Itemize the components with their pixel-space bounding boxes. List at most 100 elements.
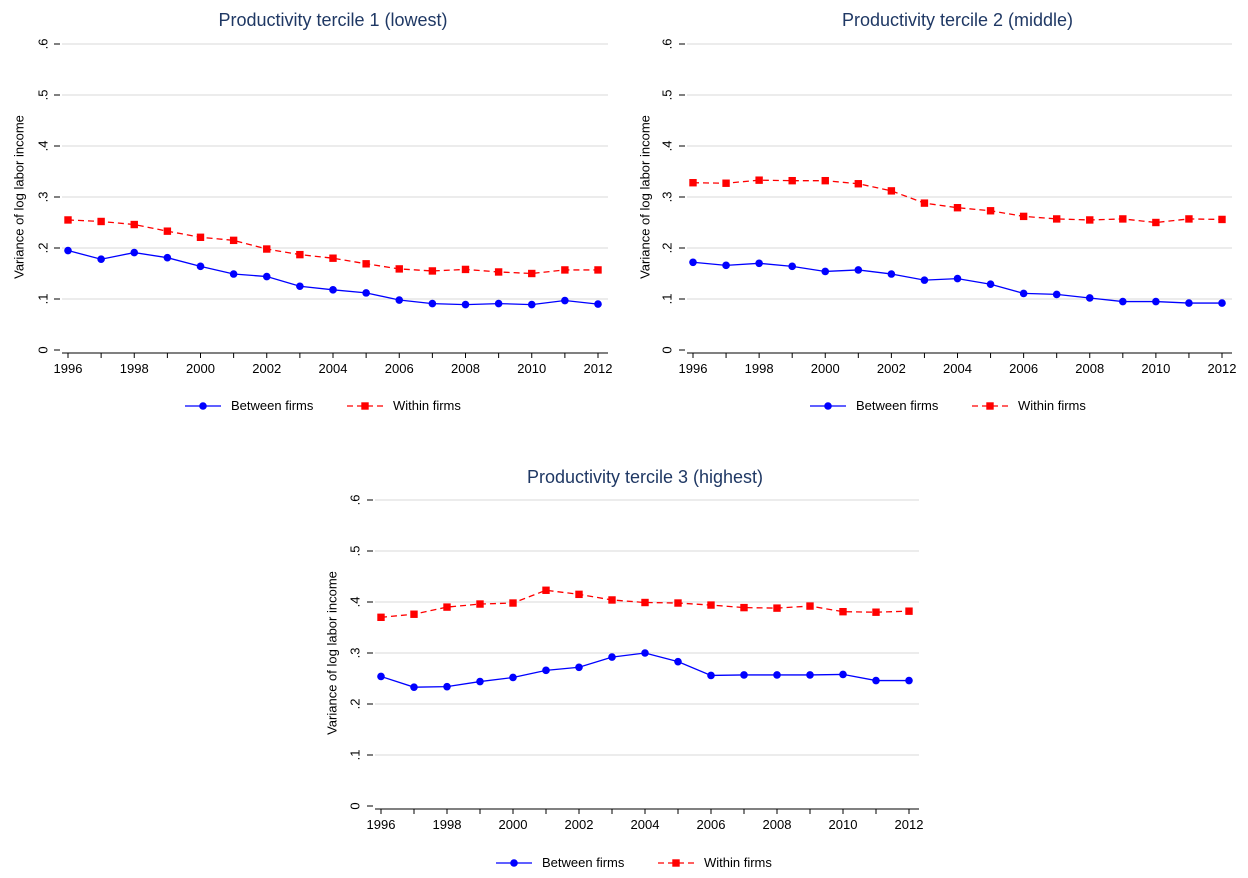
x-tick-label: 2006 — [385, 361, 414, 376]
data-point — [594, 300, 602, 308]
x-tick-label: 2008 — [1075, 361, 1104, 376]
x-tick-label: 2002 — [565, 817, 594, 832]
data-point — [263, 245, 271, 253]
x-tick-label: 1996 — [679, 361, 708, 376]
data-point — [196, 233, 205, 241]
data-point — [296, 250, 304, 259]
y-tick-label: .1 — [659, 294, 674, 305]
series-line — [67, 219, 598, 275]
data-point — [395, 296, 404, 304]
data-point — [872, 676, 880, 685]
legend-label: Between firms — [542, 855, 625, 870]
data-point — [641, 598, 649, 607]
data-point — [509, 673, 517, 682]
x-tick-label: 2004 — [943, 361, 972, 376]
data-point — [542, 666, 550, 675]
data-point — [854, 180, 863, 188]
legend-item: Within firms — [658, 855, 772, 870]
data-point — [1119, 297, 1127, 306]
y-tick-label: .6 — [347, 495, 362, 506]
y-tick-label: .2 — [347, 699, 362, 710]
data-point — [362, 289, 370, 297]
data-point — [494, 299, 503, 308]
y-tick-label: .6 — [659, 39, 674, 50]
data-point — [839, 607, 847, 616]
x-tick-label: 1998 — [433, 817, 462, 832]
data-point — [806, 602, 814, 610]
data-point — [641, 649, 649, 657]
panel-tercile-3: Productivity tercile 3 (highest) Varianc… — [324, 467, 923, 870]
y-axis-label: Variance of log labor income — [637, 115, 652, 279]
legend-marker — [986, 402, 994, 410]
data-point — [196, 262, 205, 271]
data-point — [608, 653, 616, 661]
series-line — [380, 589, 910, 618]
data-point — [1218, 299, 1226, 307]
data-point — [428, 267, 437, 275]
data-point — [689, 179, 697, 187]
data-point — [854, 266, 863, 274]
panel-title: Productivity tercile 3 (highest) — [527, 467, 763, 487]
data-point — [773, 604, 781, 612]
data-point — [1052, 215, 1061, 223]
x-tick-label: 2002 — [252, 361, 281, 376]
y-tick-label: .3 — [347, 648, 362, 659]
legend-item: Between firms — [810, 398, 939, 413]
data-point — [740, 603, 748, 612]
data-point — [674, 657, 682, 666]
series-line — [692, 261, 1222, 304]
x-tick-label: 1998 — [745, 361, 774, 376]
data-point — [329, 254, 337, 262]
x-tick-label: 1996 — [54, 361, 83, 376]
legend-label: Within firms — [704, 855, 772, 870]
data-point — [509, 599, 517, 607]
data-point — [740, 671, 748, 679]
panel-title: Productivity tercile 2 (middle) — [842, 10, 1073, 30]
x-tick-label: 2004 — [631, 817, 660, 832]
x-tick-label: 2010 — [829, 817, 858, 832]
data-point — [163, 253, 172, 262]
legend-label: Between firms — [856, 398, 939, 413]
legend: Between firms Within firms — [810, 398, 1086, 413]
data-point — [872, 608, 880, 616]
data-point — [97, 255, 105, 264]
data-point — [443, 682, 451, 691]
legend-item: Between firms — [496, 855, 625, 870]
data-point — [461, 265, 470, 274]
data-point — [1152, 297, 1160, 306]
data-point — [163, 227, 172, 235]
data-point — [905, 676, 913, 685]
data-point — [262, 272, 271, 281]
data-point — [821, 267, 830, 276]
data-point — [461, 300, 470, 309]
data-point — [377, 672, 385, 681]
y-tick-label: .3 — [35, 192, 50, 203]
data-point — [377, 613, 385, 621]
data-point — [887, 187, 896, 195]
panel-tercile-1: Productivity tercile 1 (lowest) Variance… — [11, 10, 612, 413]
data-point — [1185, 299, 1193, 307]
data-point — [64, 246, 72, 255]
x-tick-label: 1998 — [120, 361, 149, 376]
data-point — [788, 176, 796, 185]
data-point — [476, 600, 484, 608]
data-point — [722, 261, 730, 270]
y-tick-label: .4 — [35, 141, 50, 152]
data-point — [1086, 216, 1094, 224]
data-point — [561, 266, 569, 274]
legend-label: Between firms — [231, 398, 314, 413]
data-point — [953, 204, 962, 212]
y-tick-label: .1 — [347, 750, 362, 761]
data-point — [1218, 215, 1226, 224]
data-point — [920, 276, 929, 284]
legend-marker — [361, 402, 369, 410]
data-point — [410, 610, 418, 618]
legend: Between firms Within firms — [496, 855, 772, 870]
data-point — [130, 220, 138, 229]
data-point — [839, 670, 847, 679]
data-point — [130, 248, 139, 257]
data-point — [362, 260, 370, 268]
data-point — [1119, 215, 1127, 223]
y-tick-label: .1 — [35, 294, 50, 305]
